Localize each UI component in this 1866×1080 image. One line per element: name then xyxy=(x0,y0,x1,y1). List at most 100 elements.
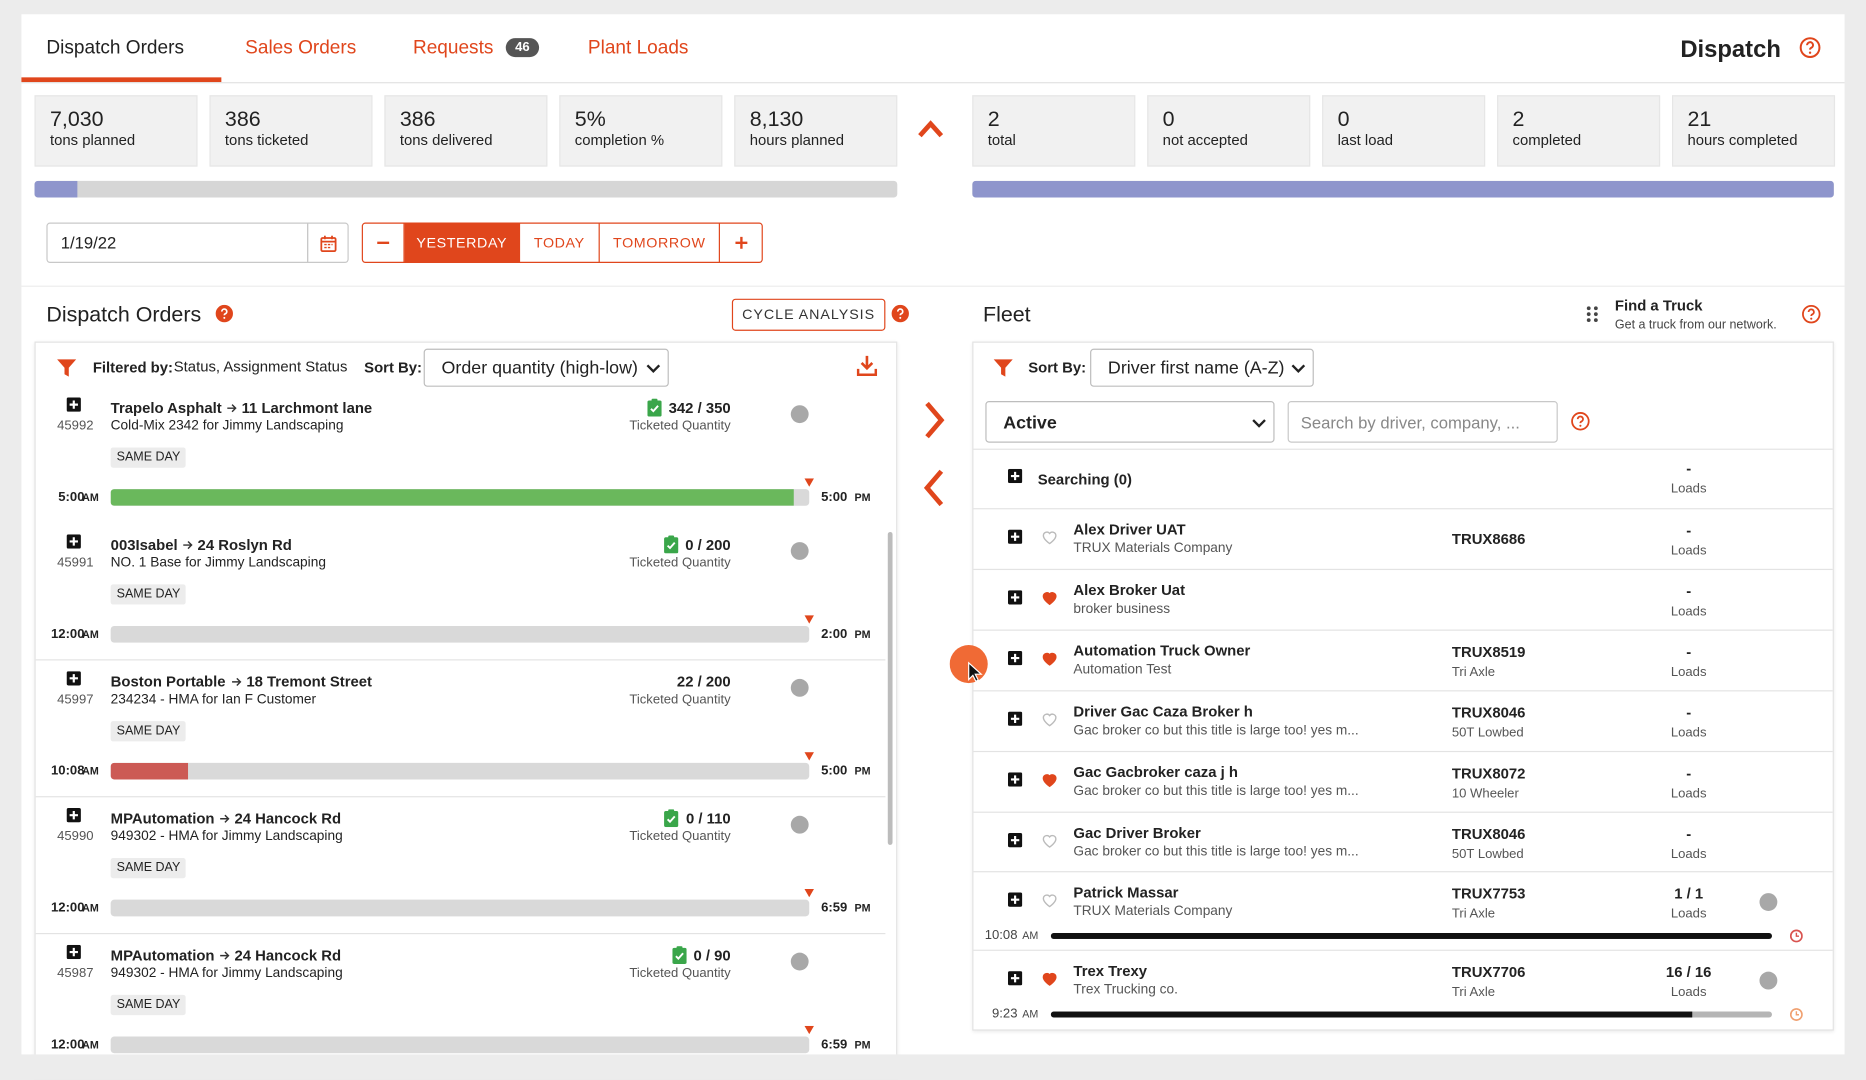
order-id: 45987 xyxy=(57,966,94,981)
stat-card: 2 total xyxy=(972,95,1136,167)
favorite-heart[interactable] xyxy=(1041,530,1058,545)
icon-part xyxy=(1042,713,1057,727)
icon-part xyxy=(1593,318,1598,323)
icon-part xyxy=(804,615,814,624)
truck-loads: - xyxy=(1686,765,1692,782)
help-icon[interactable] xyxy=(1571,412,1590,431)
download-icon[interactable] xyxy=(856,355,878,377)
stat-value: 2 xyxy=(987,107,1000,131)
driver-company: Gac broker co but this title is large to… xyxy=(1073,784,1359,799)
favorite-heart[interactable] xyxy=(1041,971,1058,986)
fleet-sort-select[interactable]: Driver first name (A-Z) xyxy=(1090,348,1314,387)
minus-button[interactable] xyxy=(362,222,405,264)
favorite-heart[interactable] xyxy=(1041,833,1058,848)
expand-icon[interactable] xyxy=(66,534,81,549)
favorite-heart[interactable] xyxy=(1041,712,1058,727)
expand-icon[interactable] xyxy=(66,944,81,960)
order-to: 24 Hancock Rd xyxy=(234,947,342,964)
status-select[interactable]: Active xyxy=(985,401,1275,443)
collapse-chevron[interactable] xyxy=(916,109,945,149)
expand-icon[interactable] xyxy=(1007,590,1023,605)
stat-value: 0 xyxy=(1337,107,1350,131)
searching-caption: Loads xyxy=(1670,481,1707,497)
search-input[interactable]: Search by driver, company, ... xyxy=(1287,401,1558,443)
sort-select[interactable]: Order quantity (high-low) xyxy=(423,348,669,387)
tab-badge: 46 xyxy=(505,38,540,58)
truck-type: Tri Axle xyxy=(1451,665,1496,680)
truck-loads-caption: Loads xyxy=(1670,985,1707,1000)
cycle-button[interactable]: CYCLE ANALYSIS xyxy=(731,298,886,331)
filter-icon[interactable] xyxy=(993,357,1014,378)
drag-icon[interactable] xyxy=(1585,306,1599,323)
expand-icon[interactable] xyxy=(1007,772,1023,787)
favorite-heart[interactable] xyxy=(1041,651,1058,666)
expand-icon[interactable] xyxy=(66,671,81,686)
tab[interactable]: Requests xyxy=(412,38,494,59)
tab[interactable]: Plant Loads xyxy=(587,38,689,59)
end-time: 6:59 xyxy=(821,900,848,916)
order-quantity: 0 / 90 xyxy=(693,947,731,964)
stat-label: not accepted xyxy=(1162,132,1248,149)
icon-part xyxy=(923,469,944,507)
expand-icon[interactable] xyxy=(1007,892,1023,907)
truck-id: TRUX8046 xyxy=(1451,825,1526,843)
day-button[interactable]: TOMORROW xyxy=(600,222,720,264)
icon-part xyxy=(664,809,679,828)
icon-part xyxy=(1042,972,1057,986)
icon-part xyxy=(790,815,809,834)
calendar-button[interactable] xyxy=(307,222,349,264)
icon-part xyxy=(1586,306,1591,311)
filter-value: Status, Assignment Status xyxy=(173,358,348,375)
day-button[interactable]: YESTERDAY xyxy=(404,222,521,264)
icon-part xyxy=(220,814,230,823)
driver-name: Driver Gac Caza Broker h xyxy=(1073,703,1253,720)
filter-icon[interactable] xyxy=(56,357,77,378)
help-icon[interactable] xyxy=(1799,37,1821,58)
fleet-sort-select-caret xyxy=(1291,364,1306,374)
order-id: 45997 xyxy=(57,692,94,707)
icon-part xyxy=(860,355,874,371)
icon-part xyxy=(790,678,809,697)
expand-icon[interactable] xyxy=(66,397,81,412)
icon-part xyxy=(666,542,676,550)
stat-card: 386 tons delivered xyxy=(384,95,548,167)
driver-name: Alex Driver UAT xyxy=(1073,521,1186,538)
expand-icon[interactable] xyxy=(1007,971,1023,986)
cursor-highlight xyxy=(949,645,990,685)
expand-icon[interactable] xyxy=(1007,468,1023,484)
date-input[interactable]: 1/19/22 xyxy=(46,222,309,264)
tab[interactable]: Sales Orders xyxy=(245,38,357,59)
expand-icon[interactable] xyxy=(1007,529,1023,544)
favorite-heart[interactable] xyxy=(1041,590,1058,606)
tab[interactable]: Dispatch Orders xyxy=(46,38,184,59)
expand-icon[interactable] xyxy=(1007,833,1023,848)
move-left[interactable] xyxy=(920,468,949,508)
stat-label: completed xyxy=(1512,132,1582,149)
truck-id: TRUX8686 xyxy=(1451,530,1526,548)
icon-part xyxy=(1252,418,1266,428)
driver-name: Patrick Massar xyxy=(1073,884,1179,901)
icon-part xyxy=(1799,37,1821,58)
plus-button[interactable] xyxy=(720,223,763,263)
expand-icon[interactable] xyxy=(1007,650,1023,666)
icon-part xyxy=(918,120,944,138)
expand-icon[interactable] xyxy=(66,808,81,823)
help-icon[interactable] xyxy=(1802,304,1821,324)
start-period: AM xyxy=(82,628,99,641)
order-caption: Ticketed Quantity xyxy=(629,418,731,434)
icon-part xyxy=(856,368,878,377)
driver-name: Gac Gacbroker caza j h xyxy=(1073,764,1238,781)
favorite-heart[interactable] xyxy=(1041,893,1058,908)
route-arrow xyxy=(226,400,238,417)
end-period: PM xyxy=(854,491,871,504)
truck-loads-caption: Loads xyxy=(1670,906,1707,922)
end-period: PM xyxy=(854,902,871,914)
start-time: 5:00 xyxy=(58,490,85,505)
move-right[interactable] xyxy=(920,400,949,440)
check-icon xyxy=(672,946,687,964)
day-button[interactable]: TODAY xyxy=(520,222,600,264)
favorite-heart[interactable] xyxy=(1041,772,1058,788)
icon-part xyxy=(66,808,81,823)
expand-icon[interactable] xyxy=(1007,711,1023,726)
start-period: AM xyxy=(82,491,99,504)
